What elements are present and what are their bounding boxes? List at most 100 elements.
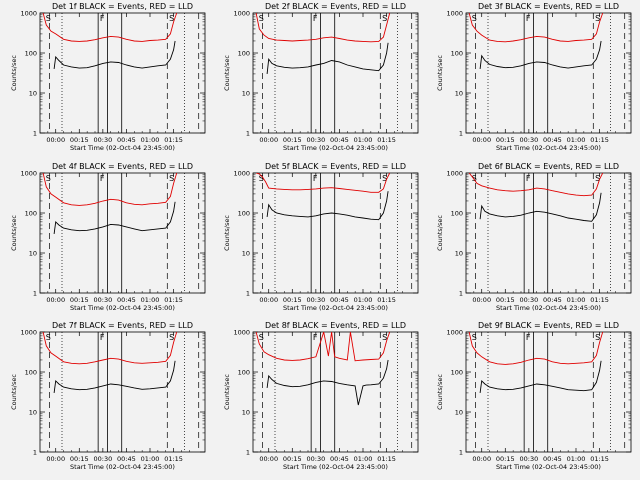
x-tick-label: 00:15 [283, 136, 302, 144]
phase-marker: S [382, 14, 387, 23]
x-tick-label: 00:00 [472, 296, 491, 304]
y-tick-label: 1 [246, 130, 250, 138]
events-series-line [266, 42, 389, 74]
y-axis-label: Counts/sec [223, 374, 231, 410]
chart-panel: Det 8f BLACK = Events, RED = LLD 1 10 100 10… [223, 321, 419, 471]
phase-marker: F [313, 174, 318, 183]
y-tick-label: 100 [238, 50, 250, 58]
x-tick-label: 00:15 [283, 455, 302, 463]
y-axis-label: Counts/sec [436, 374, 444, 410]
phase-marker: S [595, 333, 600, 342]
events-series-line [479, 192, 602, 222]
y-tick-label: 1000 [20, 329, 37, 337]
y-tick-label: 10 [242, 90, 250, 98]
y-tick-label: 10 [29, 90, 37, 98]
events-series-line [53, 360, 176, 393]
x-tick-label: 00:00 [46, 136, 65, 144]
x-tick-label: 00:30 [519, 296, 538, 304]
phase-marker: F [526, 333, 531, 342]
x-tick-label: 00:15 [70, 296, 89, 304]
y-tick-label: 1000 [233, 329, 250, 337]
chart-panel: Det 2f BLACK = Events, RED = LLD 1 10 100 10… [223, 2, 419, 152]
x-tick-label: 01:15 [164, 296, 183, 304]
x-axis-label: Start Time (02-Oct-04 23:45:00) [70, 463, 175, 471]
x-tick-label: 00:00 [472, 455, 491, 463]
chart-panel: Det 6f BLACK = Events, RED = LLD 1 10 100 10… [436, 162, 632, 312]
x-tick-label: 00:45 [330, 296, 349, 304]
x-tick-label: 01:00 [354, 455, 373, 463]
y-tick-label: 1 [33, 449, 37, 457]
lld-series-line [255, 173, 391, 193]
x-tick-label: 00:30 [93, 296, 112, 304]
x-axis-label: Start Time (02-Oct-04 23:45:00) [496, 144, 601, 152]
plot-frame [39, 331, 206, 453]
y-tick-label: 1 [459, 290, 463, 298]
phase-marker: S [259, 333, 264, 342]
chart-title: Det 7f BLACK = Events, RED = LLD [52, 321, 193, 330]
x-tick-label: 00:30 [306, 455, 325, 463]
y-tick-label: 10 [29, 250, 37, 258]
y-tick-label: 100 [238, 210, 250, 218]
phase-marker: F [100, 174, 105, 183]
x-tick-label: 00:00 [259, 136, 278, 144]
y-tick-label: 1 [33, 130, 37, 138]
x-tick-label: 00:00 [46, 455, 65, 463]
events-series-line [266, 191, 389, 221]
phase-marker: F [313, 14, 318, 23]
x-tick-label: 00:15 [496, 136, 515, 144]
y-tick-label: 1000 [233, 10, 250, 18]
chart-panel: Det 9f BLACK = Events, RED = LLD 1 10 100 10… [436, 321, 632, 471]
x-tick-label: 01:15 [377, 455, 396, 463]
y-tick-label: 1000 [446, 170, 463, 178]
x-tick-label: 00:00 [472, 136, 491, 144]
plot-frame [252, 172, 419, 294]
x-tick-label: 01:00 [567, 455, 586, 463]
lld-series-line [468, 332, 604, 365]
lld-series-line [468, 173, 604, 197]
x-tick-label: 00:00 [259, 296, 278, 304]
phase-marker: S [382, 333, 387, 342]
plot-frame [465, 172, 632, 294]
phase-marker: S [472, 333, 477, 342]
y-tick-label: 100 [238, 369, 250, 377]
x-tick-label: 00:15 [70, 136, 89, 144]
x-tick-label: 01:00 [141, 136, 160, 144]
phase-marker: S [595, 14, 600, 23]
y-tick-label: 1 [246, 290, 250, 298]
y-tick-label: 1000 [20, 170, 37, 178]
x-tick-label: 00:00 [46, 296, 65, 304]
y-tick-label: 10 [455, 90, 463, 98]
x-tick-label: 00:45 [543, 136, 562, 144]
x-tick-label: 01:00 [354, 296, 373, 304]
lld-series-line [42, 173, 178, 206]
x-tick-label: 00:15 [496, 296, 515, 304]
phase-marker: S [169, 333, 174, 342]
x-tick-label: 00:45 [117, 455, 136, 463]
x-tick-label: 00:45 [543, 296, 562, 304]
phase-marker: S [259, 174, 264, 183]
x-axis-label: Start Time (02-Oct-04 23:45:00) [70, 304, 175, 312]
y-axis-label: Counts/sec [10, 374, 18, 410]
y-tick-label: 10 [242, 409, 250, 417]
y-tick-label: 1000 [446, 329, 463, 337]
phase-marker: S [472, 14, 477, 23]
y-axis-label: Counts/sec [223, 215, 231, 251]
x-tick-label: 00:15 [283, 296, 302, 304]
chart-panel: Det 4f BLACK = Events, RED = LLD 1 10 100 10… [10, 162, 206, 312]
phase-marker: F [100, 14, 105, 23]
y-tick-label: 100 [451, 369, 463, 377]
x-tick-label: 01:15 [377, 136, 396, 144]
y-axis-label: Counts/sec [10, 215, 18, 251]
x-tick-label: 00:30 [93, 455, 112, 463]
chart-panel: Det 7f BLACK = Events, RED = LLD 1 10 100 10… [10, 321, 206, 471]
phase-marker: S [169, 174, 174, 183]
chart-title: Det 9f BLACK = Events, RED = LLD [478, 321, 619, 330]
plot-frame [465, 12, 632, 134]
y-tick-label: 10 [29, 409, 37, 417]
chart-panel: Det 3f BLACK = Events, RED = LLD 1 10 100 10… [436, 2, 632, 152]
x-axis-label: Start Time (02-Oct-04 23:45:00) [283, 463, 388, 471]
x-tick-label: 01:15 [590, 455, 609, 463]
phase-marker: F [526, 174, 531, 183]
plot-frame [252, 12, 419, 134]
